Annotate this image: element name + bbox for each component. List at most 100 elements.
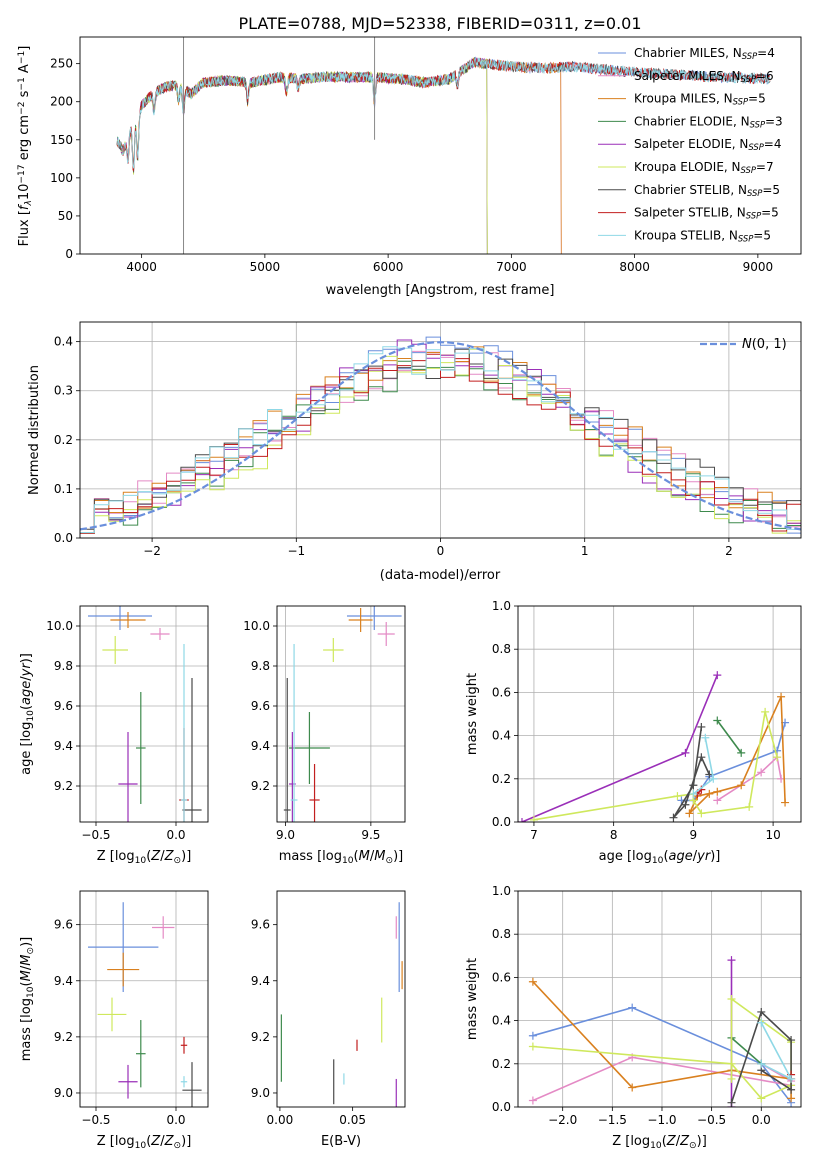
- x-tick-label: 0.0: [166, 828, 185, 842]
- data-point: [180, 1036, 188, 1054]
- label-part: SSP: [741, 165, 757, 175]
- x-tick-label: 0.0: [166, 1113, 185, 1127]
- legend-label: N(0, 1): [742, 337, 787, 352]
- y-tick-label: 0.8: [492, 642, 511, 656]
- label-part: Salpeter ELODIE, N: [634, 137, 748, 151]
- label-part: (0, 1): [752, 337, 787, 352]
- label-part: ⊙: [385, 856, 393, 866]
- label-part: Z: [164, 1134, 175, 1149]
- residuals-axes: −2 −1 0 1 2 0.0 0.1 0.2 0.3 0.4: [54, 322, 801, 558]
- label-part: age: [669, 849, 693, 864]
- label-part: (: [662, 1134, 667, 1149]
- mass-ebv-axes: 0.00 0.05 9.0 9.2 9.4 9.6: [251, 918, 366, 1127]
- label-part: 10: [26, 710, 36, 722]
- x-tick-label: 0.05: [339, 1113, 366, 1127]
- weight-marker: [528, 1096, 537, 1105]
- y-tick-label: 0.2: [492, 772, 511, 786]
- y-tick-label: 9.4: [54, 739, 73, 753]
- weight-marker: [787, 1094, 796, 1103]
- weight-marker: [757, 1018, 766, 1027]
- label-part: =4: [764, 137, 782, 151]
- label-part: 10: [26, 986, 36, 998]
- label-part: yr: [19, 662, 34, 678]
- y-tick-label: 0.2: [54, 433, 73, 447]
- label-part: 10: [135, 856, 147, 866]
- label-part: −17: [17, 164, 27, 183]
- legend-label: Chabrier STELIB, NSSP=5: [634, 183, 780, 198]
- weight-age-ylabel: mass weight: [465, 673, 480, 755]
- label-part: Z [log: [612, 1134, 650, 1149]
- label-part: E(B-V): [321, 1134, 361, 1149]
- weight-marker: [727, 995, 736, 1003]
- label-part: /: [160, 849, 165, 864]
- weight-marker: [673, 792, 682, 801]
- weight-marker: [787, 1085, 796, 1094]
- weight-marker: [737, 781, 746, 790]
- y-tick-label: 9.4: [54, 974, 73, 988]
- x-tick-label: 9.5: [361, 828, 380, 842]
- weight-marker: [518, 818, 526, 822]
- x-tick-label: −1.5: [598, 1113, 627, 1127]
- weight-marker: [528, 977, 537, 986]
- label-part: N: [742, 337, 752, 352]
- label-part: ⊙: [174, 856, 182, 866]
- weight-line: [696, 789, 702, 795]
- weight-marker: [669, 813, 678, 822]
- label-part: age [log: [19, 722, 34, 775]
- age-metallicity-ylabel: age [log10(age/yr)]: [19, 653, 36, 775]
- weight-marker: [727, 1098, 736, 1107]
- weight-age-series: [518, 671, 790, 822]
- x-tick-label: −0.5: [81, 828, 110, 842]
- label-part: /: [19, 676, 34, 681]
- data-point: [309, 764, 320, 822]
- data-point: [348, 608, 373, 632]
- label-part: )]: [181, 849, 191, 864]
- x-tick-label: 9000: [743, 260, 774, 274]
- weight-line: [730, 1037, 762, 1065]
- label-part: (: [19, 705, 34, 710]
- label-part: SSP: [750, 120, 766, 130]
- x-tick-label: −0.5: [697, 1113, 726, 1127]
- legend-label: Salpeter STELIB, NSSP=5: [634, 206, 779, 221]
- x-tick-label: 7: [530, 828, 538, 842]
- label-part: SSP: [742, 51, 758, 61]
- label-part: Chabrier STELIB, N: [634, 183, 747, 197]
- legend-label: Chabrier ELODIE, NSSP=3: [634, 114, 783, 129]
- label-part: (: [146, 1134, 151, 1149]
- weight-marker: [757, 768, 766, 777]
- y-tick-label: 0.3: [54, 384, 73, 398]
- weight-marker: [787, 1074, 796, 1083]
- data-point: [88, 606, 152, 630]
- spectrum-xlabel: wavelength [Angstrom, rest frame]: [326, 283, 555, 298]
- label-part: 10: [650, 1141, 662, 1151]
- label-part: Z: [666, 1134, 677, 1149]
- x-tick-label: 1: [581, 544, 589, 558]
- label-part: =5: [753, 228, 771, 242]
- x-tick-label: 8: [610, 828, 618, 842]
- data-point: [97, 997, 127, 1032]
- axes-frame: [79, 321, 802, 539]
- y-tick-label: 100: [50, 171, 73, 185]
- weight-marker: [529, 815, 538, 822]
- y-tick-label: 0.2: [492, 1057, 511, 1071]
- spectrum-ylabel: Flux [fλ10−17 erg cm−2 s−1 A−1]: [17, 46, 34, 247]
- label-part: )]: [697, 1134, 707, 1149]
- weight-marker: [709, 774, 718, 783]
- weight-marker: [777, 692, 786, 701]
- label-part: −1: [17, 77, 27, 90]
- weight-marker: [713, 787, 722, 796]
- data-point: [182, 1062, 202, 1107]
- label-part: Salpeter STELIB, N: [634, 206, 746, 220]
- label-part: mass [log: [19, 998, 34, 1061]
- label-part: Z [log: [97, 849, 135, 864]
- legend-label: Salpeter MILES, NSSP=6: [634, 69, 774, 84]
- label-part: /: [676, 1134, 681, 1149]
- spectrum-line: [116, 57, 771, 169]
- label-part: ]: [17, 46, 32, 51]
- weight-metallicity-series: [528, 956, 796, 1107]
- label-part: SSP: [748, 143, 764, 153]
- weight-age-xlabel: age [log10(age/yr)]: [599, 849, 721, 866]
- label-part: Z [log: [97, 1134, 135, 1149]
- label-part: ⊙: [689, 1141, 697, 1151]
- data-point: [102, 636, 128, 664]
